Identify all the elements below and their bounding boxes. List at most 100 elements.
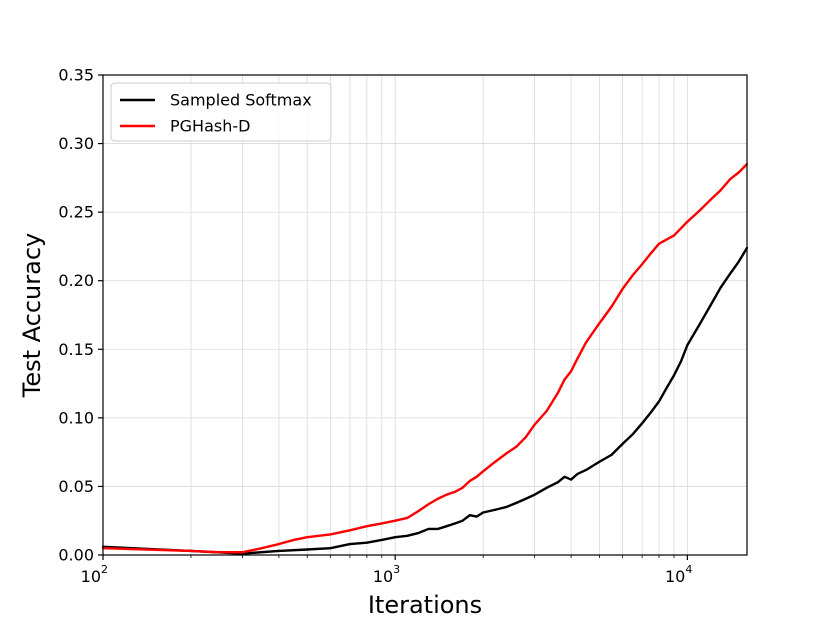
data-point [277, 542, 281, 546]
data-point [686, 344, 689, 347]
data-point [241, 551, 244, 554]
data-point [365, 525, 368, 528]
series-layer [101, 163, 749, 555]
data-point [218, 551, 221, 554]
data-point [709, 198, 712, 201]
data-point [621, 287, 624, 291]
data-point [445, 493, 448, 496]
series-1 [101, 163, 749, 554]
data-point [445, 525, 448, 528]
data-point [189, 549, 193, 552]
y-tick-label: 0.20 [58, 271, 94, 290]
data-point [621, 442, 624, 446]
y-tick-label: 0.05 [58, 477, 94, 496]
data-point [598, 460, 601, 463]
data-point [737, 171, 740, 174]
data-point [563, 378, 566, 381]
legend-box [110, 82, 332, 142]
data-point [468, 479, 471, 483]
data-point [665, 386, 668, 389]
data-point [453, 490, 456, 494]
data-point [598, 322, 601, 325]
data-point [417, 531, 420, 535]
data-point [380, 538, 383, 542]
data-point [709, 304, 712, 307]
y-tick-label: 0.35 [58, 66, 94, 85]
x-tick-label: 10 3 [373, 563, 400, 586]
data-point [610, 305, 613, 308]
data-point [406, 534, 409, 537]
data-point [649, 411, 652, 414]
data-point [427, 503, 430, 506]
x-tick-label-base: 10 [81, 567, 101, 586]
x-tick-label-exponent: 2 [101, 563, 108, 576]
data-point [649, 252, 652, 255]
data-point [556, 392, 559, 395]
data-point [524, 497, 527, 500]
data-point [277, 549, 281, 552]
y-tick-label: 0.30 [58, 134, 94, 153]
data-point [406, 516, 409, 520]
data-point [417, 510, 420, 513]
data-point [545, 409, 548, 413]
data-point [394, 519, 397, 522]
data-point [515, 445, 518, 448]
data-point [679, 360, 682, 363]
data-point [657, 242, 661, 245]
x-tick-label: 10 4 [665, 563, 692, 586]
data-point [524, 435, 527, 439]
data-point [436, 527, 439, 531]
legend-label: Sampled Softmax [170, 91, 312, 110]
data-point [505, 452, 508, 455]
data-point [641, 422, 644, 425]
y-tick-label: 0.00 [58, 546, 94, 565]
x-tick-label: 10 2 [81, 563, 108, 586]
data-point [641, 263, 644, 266]
data-point [584, 341, 588, 344]
data-point [461, 519, 464, 522]
data-point [672, 374, 676, 377]
data-point [631, 274, 634, 277]
data-point [576, 472, 579, 476]
data-point [329, 547, 332, 550]
data-point [545, 486, 548, 489]
data-point [394, 536, 397, 539]
data-point [737, 260, 740, 263]
data-point [698, 323, 701, 326]
data-point [515, 501, 518, 504]
data-point [468, 514, 471, 517]
x-tick-label-exponent: 4 [685, 563, 692, 576]
data-point [686, 220, 689, 223]
y-axis-title: Test Accuracy [18, 233, 46, 398]
x-tick-label-base: 10 [665, 567, 685, 586]
data-point [610, 453, 613, 456]
data-point [728, 178, 732, 181]
data-point [533, 423, 536, 426]
data-point [533, 493, 536, 496]
data-point [556, 481, 559, 484]
data-point [348, 542, 352, 546]
y-tick-label: 0.15 [58, 340, 94, 359]
legend: Sampled Softmax PGHash-D [110, 82, 332, 142]
data-point [657, 400, 661, 403]
data-point [482, 511, 485, 514]
data-point [380, 522, 383, 525]
data-point [584, 468, 588, 472]
data-point [475, 475, 478, 478]
x-tick-label-base: 10 [373, 567, 393, 586]
data-point [505, 505, 508, 509]
y-tick-label: 0.25 [58, 203, 94, 222]
data-point [260, 547, 264, 550]
data-point [453, 522, 456, 525]
data-point [348, 529, 352, 532]
data-point [482, 470, 485, 473]
data-point [365, 541, 368, 544]
data-point [631, 433, 634, 436]
plot-frame [102, 74, 748, 556]
data-point [569, 370, 573, 373]
data-point [728, 272, 732, 275]
data-point [494, 508, 497, 511]
y-tick-label: 0.10 [58, 408, 94, 427]
data-point [719, 189, 722, 192]
data-point [719, 286, 722, 289]
